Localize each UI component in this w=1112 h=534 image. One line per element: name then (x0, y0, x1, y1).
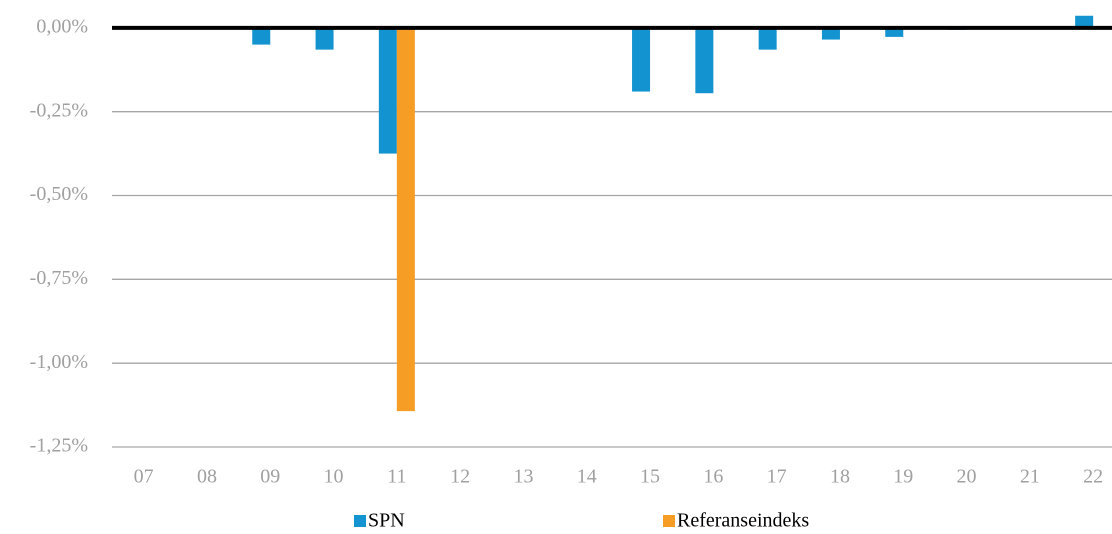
bar (885, 27, 904, 37)
x-tick-label: 16 (703, 466, 723, 488)
x-tick-label: 08 (197, 466, 217, 488)
y-tick-label: -1,00% (30, 351, 88, 373)
y-tick-label: -0,25% (30, 99, 88, 121)
y-tick-label: 0,00% (36, 15, 88, 37)
x-tick-label: 12 (450, 466, 470, 488)
x-tick-label: 10 (324, 466, 344, 488)
x-tick-label: 21 (1020, 466, 1040, 488)
x-tick-label: 13 (513, 466, 533, 488)
bar (396, 27, 415, 412)
y-tick-label: -0,75% (30, 267, 88, 289)
bar (758, 27, 777, 50)
x-tick-label: 07 (134, 466, 154, 488)
legend-swatch (354, 515, 366, 527)
legend-label: Referanseindeks (677, 510, 809, 532)
bar (821, 27, 840, 40)
x-tick-label: 20 (957, 466, 977, 488)
legend-label: SPN (368, 510, 405, 532)
x-tick-label: 22 (1083, 466, 1103, 488)
bar (315, 27, 334, 50)
bar (252, 27, 271, 45)
legend-swatch (663, 515, 675, 527)
x-tick-label: 15 (640, 466, 660, 488)
bar (1075, 15, 1094, 28)
bar (632, 27, 651, 92)
y-tick-label: -0,50% (30, 183, 88, 205)
y-tick-label: -1,25% (30, 435, 88, 457)
x-tick-label: 19 (893, 466, 913, 488)
x-tick-label: 14 (577, 466, 597, 488)
bar (695, 27, 714, 94)
x-tick-label: 17 (767, 466, 787, 488)
x-tick-label: 11 (387, 466, 406, 488)
bar (378, 27, 397, 154)
x-tick-label: 09 (260, 466, 280, 488)
x-tick-label: 18 (830, 466, 850, 488)
